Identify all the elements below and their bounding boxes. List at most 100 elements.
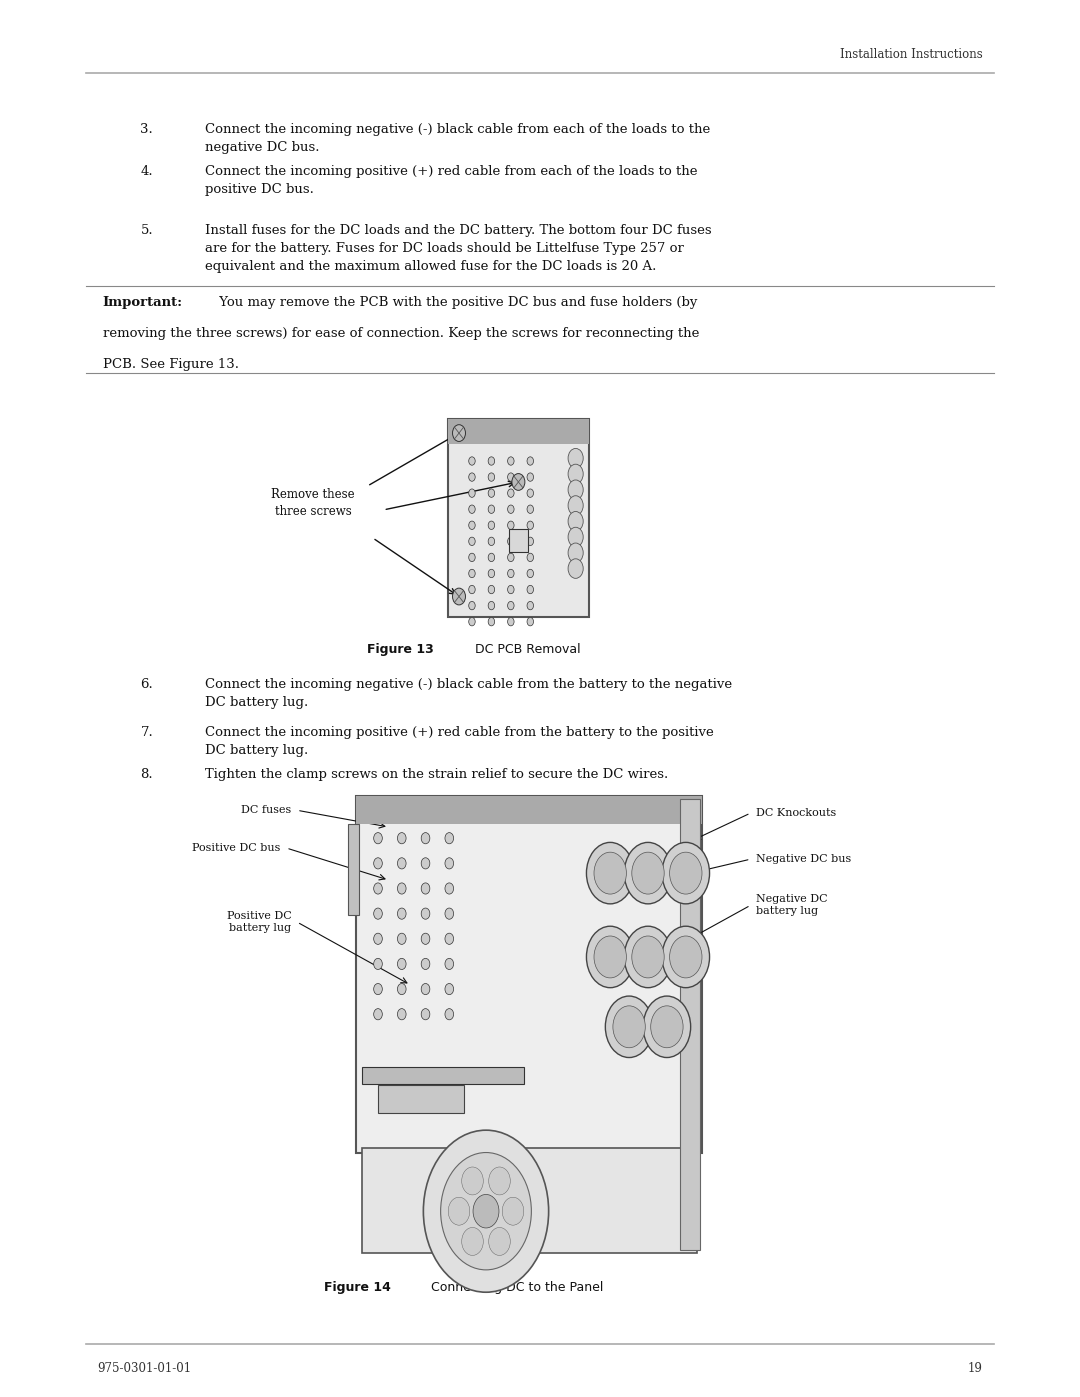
- Circle shape: [527, 601, 534, 610]
- Circle shape: [644, 996, 691, 1058]
- Circle shape: [453, 588, 465, 605]
- Circle shape: [421, 883, 430, 894]
- Text: DC Knockouts: DC Knockouts: [756, 807, 836, 819]
- Circle shape: [469, 553, 475, 562]
- Circle shape: [508, 601, 514, 610]
- Text: You may remove the PCB with the positive DC bus and fuse holders (by: You may remove the PCB with the positive…: [215, 296, 698, 309]
- Circle shape: [594, 936, 626, 978]
- Circle shape: [421, 833, 430, 844]
- Bar: [448, 419, 589, 617]
- Circle shape: [445, 958, 454, 970]
- Circle shape: [508, 457, 514, 465]
- Text: Connect the incoming positive (+) red cable from the battery to the positive
DC : Connect the incoming positive (+) red ca…: [205, 726, 714, 757]
- Circle shape: [612, 1006, 646, 1048]
- Circle shape: [488, 538, 495, 546]
- Circle shape: [508, 538, 514, 546]
- Circle shape: [462, 1166, 484, 1194]
- Circle shape: [488, 521, 495, 529]
- Circle shape: [512, 474, 525, 490]
- Circle shape: [662, 926, 710, 988]
- Circle shape: [527, 472, 534, 481]
- Circle shape: [445, 933, 454, 944]
- Text: Connect the incoming positive (+) red cable from each of the loads to the
positi: Connect the incoming positive (+) red ca…: [205, 165, 698, 196]
- Circle shape: [441, 1153, 531, 1270]
- Circle shape: [469, 538, 475, 546]
- Text: Connect the incoming negative (-) black cable from each of the loads to the
nega: Connect the incoming negative (-) black …: [205, 123, 711, 154]
- Text: 3.: 3.: [140, 123, 153, 136]
- Circle shape: [469, 521, 475, 529]
- Circle shape: [445, 858, 454, 869]
- Text: Negative DC
battery lug: Negative DC battery lug: [756, 894, 827, 916]
- Circle shape: [586, 842, 634, 904]
- Circle shape: [508, 506, 514, 514]
- Text: Figure 14: Figure 14: [324, 1281, 391, 1294]
- Bar: [348, 824, 359, 915]
- Circle shape: [374, 883, 382, 894]
- Circle shape: [469, 585, 475, 594]
- Circle shape: [632, 852, 664, 894]
- Text: Tighten the clamp screws on the strain relief to secure the DC wires.: Tighten the clamp screws on the strain r…: [205, 768, 669, 781]
- Circle shape: [605, 996, 652, 1058]
- Circle shape: [508, 585, 514, 594]
- Circle shape: [462, 1228, 484, 1256]
- Text: DC fuses: DC fuses: [241, 805, 292, 816]
- Circle shape: [469, 457, 475, 465]
- Circle shape: [586, 926, 634, 988]
- Circle shape: [670, 936, 702, 978]
- Circle shape: [527, 570, 534, 578]
- Circle shape: [445, 1009, 454, 1020]
- Circle shape: [488, 570, 495, 578]
- Circle shape: [445, 883, 454, 894]
- Circle shape: [568, 464, 583, 483]
- Circle shape: [469, 570, 475, 578]
- Bar: [362, 1148, 697, 1253]
- Circle shape: [469, 506, 475, 514]
- Circle shape: [488, 1166, 511, 1194]
- Text: 975-0301-01-01: 975-0301-01-01: [97, 1362, 191, 1375]
- Circle shape: [421, 958, 430, 970]
- Circle shape: [527, 521, 534, 529]
- Text: 19: 19: [968, 1362, 983, 1375]
- Circle shape: [421, 933, 430, 944]
- Circle shape: [453, 425, 465, 441]
- Circle shape: [527, 506, 534, 514]
- Circle shape: [502, 1197, 524, 1225]
- Circle shape: [469, 601, 475, 610]
- Text: Figure 13: Figure 13: [367, 643, 434, 655]
- Circle shape: [568, 527, 583, 546]
- Circle shape: [527, 585, 534, 594]
- Circle shape: [374, 983, 382, 995]
- Text: Positive DC bus: Positive DC bus: [192, 842, 281, 854]
- Text: PCB. See Figure 13.: PCB. See Figure 13.: [103, 358, 239, 370]
- Bar: [356, 796, 702, 824]
- Circle shape: [397, 1009, 406, 1020]
- Text: Connect the incoming negative (-) black cable from the battery to the negative
D: Connect the incoming negative (-) black …: [205, 678, 732, 708]
- Circle shape: [469, 489, 475, 497]
- Circle shape: [527, 617, 534, 626]
- Circle shape: [397, 983, 406, 995]
- Circle shape: [488, 585, 495, 594]
- Text: DC PCB Removal: DC PCB Removal: [467, 643, 580, 655]
- Circle shape: [374, 1009, 382, 1020]
- Circle shape: [374, 858, 382, 869]
- Circle shape: [594, 852, 626, 894]
- Circle shape: [488, 457, 495, 465]
- Circle shape: [445, 983, 454, 995]
- Circle shape: [374, 958, 382, 970]
- Circle shape: [650, 1006, 684, 1048]
- Circle shape: [508, 521, 514, 529]
- Circle shape: [421, 858, 430, 869]
- Bar: [356, 796, 702, 1153]
- Text: 6.: 6.: [140, 678, 153, 690]
- Circle shape: [469, 617, 475, 626]
- Circle shape: [527, 538, 534, 546]
- Circle shape: [568, 496, 583, 515]
- Circle shape: [397, 933, 406, 944]
- Circle shape: [445, 908, 454, 919]
- Circle shape: [374, 908, 382, 919]
- Text: Remove these
three screws: Remove these three screws: [271, 488, 355, 518]
- Circle shape: [421, 983, 430, 995]
- Circle shape: [488, 1228, 511, 1256]
- Circle shape: [568, 511, 583, 531]
- Circle shape: [488, 553, 495, 562]
